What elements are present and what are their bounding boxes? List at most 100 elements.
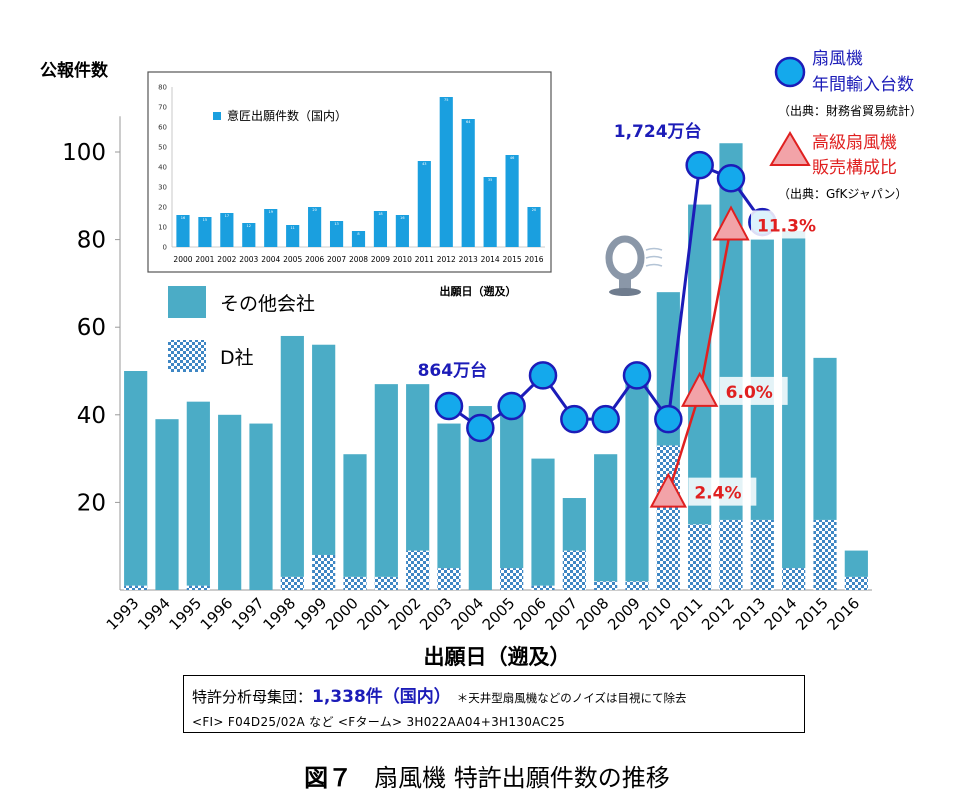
bar-d-2010 — [656, 445, 680, 590]
bar-other-2009 — [625, 375, 649, 582]
legend-import-marker — [774, 56, 806, 88]
bar-d-2009 — [625, 581, 649, 590]
bar-other-1999 — [312, 344, 336, 555]
inset-bar-value: 16 — [400, 216, 404, 220]
bar-other-2015 — [813, 357, 837, 520]
bar-d-2002 — [406, 550, 430, 590]
inset-bar-2004 — [264, 209, 278, 247]
x-tick-label: 2011 — [667, 594, 707, 634]
inset-x-tick-label: 2010 — [393, 255, 412, 264]
inset-x-tick-label: 2002 — [217, 255, 236, 264]
inset-x-axis-title: 出願日（遡及） — [440, 284, 517, 298]
bar-d-2000 — [343, 576, 367, 590]
import-point-2008 — [591, 404, 620, 434]
x-tick-label: 2000 — [322, 594, 362, 634]
bar-d-2015 — [813, 519, 837, 590]
inset-bar-2003 — [242, 223, 256, 247]
x-tick-label: 1996 — [197, 594, 237, 634]
inset-x-tick-label: 2006 — [305, 255, 324, 264]
y-tick-label: 100 — [62, 140, 106, 166]
premium-share-label: 2.4% — [694, 484, 741, 504]
x-tick-label: 2006 — [510, 594, 550, 634]
inset-y-tick-label: 20 — [158, 204, 167, 212]
x-tick-label: 2009 — [604, 594, 644, 634]
inset-bar-value: 16 — [181, 216, 185, 220]
inset-legend-swatch — [213, 112, 221, 120]
inset-bar-value: 17 — [225, 214, 229, 218]
bar-other-2014 — [782, 230, 806, 569]
x-tick-label: 2008 — [573, 594, 613, 634]
inset-x-tick-label: 2011 — [415, 255, 434, 264]
x-tick-label: 1995 — [165, 594, 205, 634]
inset-x-tick-label: 2001 — [195, 255, 214, 264]
premium-point-2012 — [712, 205, 750, 241]
bar-d-2007 — [562, 550, 586, 590]
bar-other-2012 — [719, 143, 743, 520]
premium-point-2010 — [649, 472, 687, 508]
x-tick-label: 2005 — [479, 594, 519, 634]
x-tick-label: 1998 — [259, 594, 299, 634]
y-tick-label: 40 — [77, 403, 106, 429]
legend-d-label: D社 — [220, 347, 254, 369]
inset-x-tick-label: 2003 — [239, 255, 258, 264]
inset-bar-2012 — [439, 97, 453, 247]
inset-bar-value: 8 — [357, 232, 359, 236]
inset-bar-2011 — [417, 161, 431, 247]
legend-import-source: （出典：財務省貿易統計） — [778, 103, 922, 118]
bar-other-1993 — [124, 371, 148, 586]
fan-icon-wind — [645, 247, 663, 251]
bar-d-1998 — [280, 576, 304, 590]
premium-point-2011 — [681, 371, 719, 407]
inset-y-tick-label: 0 — [163, 244, 167, 252]
inset-x-tick-label: 2005 — [283, 255, 302, 264]
bar-other-2004 — [468, 406, 492, 590]
inset-bar-2015 — [505, 155, 519, 247]
bar-other-1996 — [218, 414, 242, 590]
bar-d-1999 — [312, 554, 336, 590]
inset-bar-value: 20 — [532, 208, 536, 212]
inset-x-tick-label: 2007 — [327, 255, 346, 264]
x-tick-label: 2012 — [698, 594, 738, 634]
fan-icon-wind — [645, 255, 663, 259]
note-line-1: 特許分析母集団：1,338件（国内） ＊天井型扇風機などのノイズは目視にて除去 — [192, 682, 796, 707]
fan-icon-ring — [605, 235, 645, 281]
inset-bar-value: 12 — [247, 224, 251, 228]
inset-bar-2013 — [461, 119, 475, 247]
inset-x-tick-label: 2015 — [503, 255, 522, 264]
legend-premium-line2: 販売構成比 — [812, 158, 897, 178]
inset-bar-2005 — [286, 225, 300, 247]
bar-d-2001 — [374, 576, 398, 590]
bar-d-2014 — [782, 568, 806, 590]
bar-other-2003 — [437, 423, 461, 569]
bar-other-2005 — [500, 401, 524, 569]
note-line-2: <FI> F04D25/02A など <Fターム> 3H022AA04+3H13… — [192, 715, 566, 729]
figure-title: 扇風機 特許出願件数の推移 — [374, 764, 670, 792]
bar-d-2006 — [531, 585, 555, 590]
inset-bar-2014 — [483, 177, 497, 247]
x-tick-label: 2007 — [541, 594, 581, 634]
import-point-2009 — [622, 361, 652, 390]
import-point-2010 — [654, 404, 683, 434]
legend-d-swatch — [168, 340, 206, 372]
x-axis-title: 出願日（遡及） — [424, 645, 571, 669]
inset-bar-value: 46 — [510, 156, 514, 160]
import-point-2012 — [716, 164, 746, 193]
bar-other-2002 — [406, 384, 430, 551]
bar-d-1993 — [124, 585, 148, 590]
x-tick-label: 1999 — [291, 594, 331, 634]
bar-d-2013 — [750, 519, 774, 590]
import-point-2006 — [528, 361, 558, 390]
bar-other-2006 — [531, 458, 555, 586]
inset-y-tick-label: 40 — [158, 164, 167, 172]
inset-bar-2009 — [373, 211, 388, 247]
legend-other-label: その他会社 — [220, 293, 315, 315]
x-tick-label: 2014 — [761, 594, 801, 634]
inset-y-tick-label: 80 — [158, 84, 167, 92]
bar-other-2016 — [844, 550, 868, 577]
inset-x-tick-label: 2016 — [524, 255, 543, 264]
inset-bar-2016 — [527, 207, 541, 247]
bar-other-1998 — [280, 335, 304, 577]
bar-other-1997 — [249, 423, 273, 590]
inset-bar-value: 20 — [312, 208, 316, 212]
bar-other-2001 — [374, 384, 398, 577]
